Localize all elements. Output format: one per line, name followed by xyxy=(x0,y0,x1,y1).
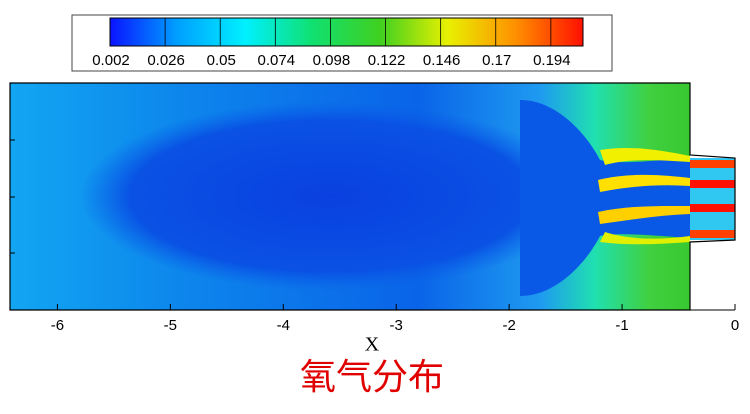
colorbar-tick-label: 0.194 xyxy=(533,52,571,69)
colorbar-tick-label: 0.026 xyxy=(147,52,185,69)
x-tick-label: -6 xyxy=(51,317,64,334)
colorbar-tick-label: 0.05 xyxy=(207,52,236,69)
x-axis-label: X xyxy=(365,334,380,356)
contour-field xyxy=(9,82,736,311)
colorbar-tick-label: 0.122 xyxy=(368,52,406,69)
x-tick-label: -2 xyxy=(502,317,515,334)
colorbar-tick-label: 0.002 xyxy=(92,52,130,69)
x-tick-label: -3 xyxy=(390,317,403,334)
x-tick-label: -1 xyxy=(615,317,628,334)
colorbar xyxy=(109,17,584,47)
chart-title: 氧气分布 xyxy=(300,357,444,398)
colorbar-tick-label: 0.146 xyxy=(423,52,461,69)
colorbar-tick-label: 0.098 xyxy=(313,52,351,69)
colorbar-tick-label: 0.074 xyxy=(258,52,296,69)
x-tick-label: 0 xyxy=(731,317,739,334)
x-tick-label: -5 xyxy=(164,317,177,334)
colorbar-tick-label: 0.17 xyxy=(482,52,511,69)
x-tick-label: -4 xyxy=(277,317,290,334)
